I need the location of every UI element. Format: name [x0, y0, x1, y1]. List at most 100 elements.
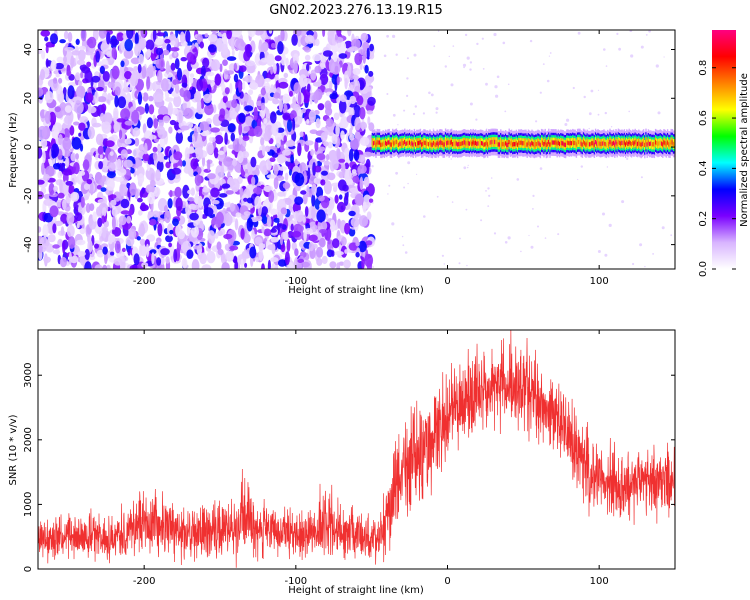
spectrogram-band-cell	[563, 142, 566, 147]
spectrogram-band-cell	[514, 142, 516, 147]
spectrogram-band-cell	[664, 141, 666, 146]
spectrogram-noise-cell	[138, 210, 143, 216]
spectrogram-noise-cell	[271, 123, 279, 136]
spectrogram-noise-cell	[260, 43, 268, 53]
spectrogram-noise-cell	[270, 66, 274, 75]
spectrogram-noise-cell	[272, 63, 277, 74]
spectrogram-band-cell	[598, 141, 600, 146]
spectrogram-band-cell	[558, 141, 561, 147]
spectrogram-noise-cell	[353, 149, 360, 161]
spectrogram-noise-cell	[80, 30, 87, 42]
spectrogram-band-cell	[605, 142, 608, 147]
spectrogram-band-cell	[464, 140, 466, 145]
spectrogram-noise-cell	[140, 30, 146, 38]
spectrogram-noise-cell	[78, 132, 82, 137]
spectrogram-noise-cell	[259, 160, 269, 173]
spectrogram-noise-cell	[86, 179, 93, 185]
spectrogram-noise-cell	[54, 106, 61, 113]
spectrogram-band-cell	[576, 140, 579, 145]
spectrogram-noise-cell	[277, 191, 286, 197]
spectrogram-band-cell	[432, 141, 435, 146]
spectrogram-noise-cell	[144, 103, 149, 114]
spectrogram-noise-cell	[355, 241, 360, 247]
spectrogram-noise-cell	[164, 210, 171, 224]
spectrogram-noise-cell	[42, 224, 49, 238]
spectrogram-noise-cell	[120, 198, 130, 209]
spectrogram-noise-cell	[221, 83, 226, 93]
spectrogram-noise-cell	[97, 96, 107, 103]
spectrogram-noise-cell	[316, 153, 326, 161]
spectrogram-noise-cell	[213, 147, 219, 159]
spectrogram-speckle	[430, 93, 434, 97]
spectrogram-noise-cell	[40, 69, 45, 81]
spectrogram-band-cell	[417, 141, 419, 146]
spectrogram-band-cell	[471, 141, 473, 146]
spectrogram-band-cell	[537, 140, 539, 146]
spectrogram-noise-cell	[260, 87, 267, 96]
spectrogram-noise-cell	[221, 262, 230, 269]
spectrogram-speckle	[621, 200, 625, 204]
spectrogram-noise-cell	[355, 251, 360, 258]
spectrogram-noise-cell	[123, 159, 133, 169]
spectrogram-band-cell	[530, 142, 532, 147]
spectrogram-speckle	[371, 165, 374, 168]
spectrogram-noise-cell	[266, 72, 275, 80]
spectrogram-noise-cell	[359, 107, 366, 120]
snr-frame	[37, 329, 676, 570]
spectrogram-noise-cell	[160, 78, 169, 92]
spectrogram-noise-cell	[51, 125, 59, 139]
spectrogram-band-cell	[429, 140, 431, 146]
spectrogram-noise-cell	[141, 262, 149, 268]
spectrogram-noise-cell	[50, 59, 57, 71]
spectrogram-speckle	[459, 237, 461, 240]
spectrogram-noise-cell	[225, 100, 233, 108]
spectrogram-speckle	[469, 68, 472, 71]
spectrogram-noise-cell	[65, 156, 70, 168]
spectrogram-noise-cell	[153, 118, 159, 129]
spectrogram-band-cell	[568, 141, 570, 146]
spectrogram-noise-cell	[176, 67, 183, 81]
spectrogram-speckle	[423, 215, 426, 218]
spectrogram-noise-cell	[120, 184, 128, 197]
spectrogram-band-cell	[662, 142, 664, 147]
spectrogram-noise-cell	[129, 264, 139, 269]
spectrogram-noise-cell	[204, 104, 214, 116]
spectrogram-band-cell	[465, 141, 467, 146]
spectrogram-noise-cell	[350, 138, 360, 150]
spectrogram-speckle	[597, 113, 600, 116]
spectrogram-speckle	[466, 166, 469, 169]
spectrogram-noise-cell	[62, 137, 72, 151]
spectrogram-band-cell	[458, 141, 460, 147]
spectrogram-band-cell	[423, 140, 425, 145]
spectrogram-band-cell	[490, 140, 492, 145]
spectrogram-noise-cell	[231, 49, 235, 57]
spectrogram-noise-cell	[356, 247, 361, 253]
spectrogram-noise-cell	[348, 149, 354, 162]
x-tick-label: 100	[590, 576, 609, 587]
spectrogram-noise-cell	[54, 220, 64, 227]
spectrogram-band-cell	[388, 140, 390, 145]
spectrogram-noise-cell	[137, 173, 145, 184]
spectrogram-band-cell	[524, 141, 526, 146]
spectrogram-noise-cell	[94, 264, 103, 269]
spectrogram-speckle	[507, 83, 510, 86]
spectrogram-noise-cell	[318, 195, 325, 202]
spectrogram-noise-cell	[362, 151, 373, 158]
spectrogram-noise-cell	[336, 201, 346, 213]
spectrogram-speckle	[401, 235, 404, 238]
spectrogram-noise-cell	[320, 132, 328, 142]
spectrogram-noise-cell	[280, 53, 286, 66]
spectrogram-band-cell	[564, 142, 567, 147]
spectrogram-noise-cell	[341, 236, 347, 246]
spectrogram-band-cell	[467, 141, 470, 146]
spectrogram-noise-cell	[304, 140, 314, 146]
spectrogram-noise-cell	[150, 173, 155, 182]
spectrogram-noise-cell	[38, 87, 44, 97]
spectrogram-noise-cell	[288, 169, 292, 176]
spectrogram-band-cell	[383, 142, 386, 147]
spectrogram-band-cell	[485, 140, 488, 145]
spectrogram-noise-cell	[74, 212, 83, 222]
spectrogram-noise-cell	[317, 103, 325, 111]
spectrogram-speckle	[652, 253, 654, 255]
